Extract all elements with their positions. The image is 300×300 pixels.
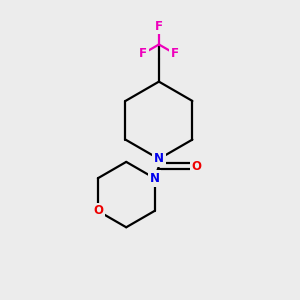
Text: O: O	[192, 160, 202, 173]
Text: F: F	[139, 47, 147, 60]
Text: N: N	[149, 172, 160, 185]
Text: F: F	[155, 20, 163, 33]
Text: O: O	[93, 204, 103, 218]
Text: F: F	[171, 47, 179, 60]
Text: N: N	[154, 152, 164, 165]
